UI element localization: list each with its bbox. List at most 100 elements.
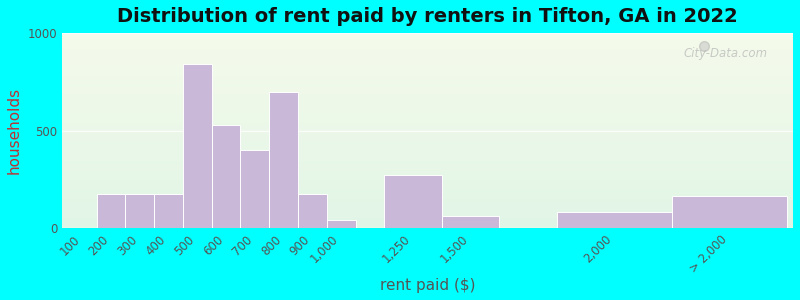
Bar (62, 225, 793, 226)
Bar (62, 61, 793, 62)
Bar (62, 41, 793, 42)
Bar (62, 70, 793, 71)
Bar (62, 139, 793, 140)
Bar (62, 118, 793, 119)
Bar (62, 39, 793, 40)
Bar (62, 146, 793, 147)
Bar (62, 35, 793, 36)
Text: City-Data.com: City-Data.com (683, 47, 767, 60)
Bar (62, 102, 793, 103)
Bar (62, 83, 793, 84)
Bar (62, 152, 793, 153)
Bar (62, 115, 793, 116)
Bar (62, 104, 793, 105)
Bar (62, 208, 793, 209)
Bar (62, 144, 793, 145)
Bar (62, 86, 793, 87)
Bar (62, 196, 793, 197)
Bar (62, 74, 793, 75)
Bar (62, 79, 793, 80)
Bar (62, 194, 793, 195)
Bar (62, 149, 793, 150)
Bar (62, 157, 793, 158)
Bar (62, 173, 793, 174)
Bar (62, 38, 793, 39)
Bar (62, 165, 793, 166)
Bar (62, 140, 793, 141)
Bar (62, 170, 793, 172)
Bar (62, 222, 793, 223)
Bar (62, 197, 793, 198)
Bar (62, 182, 793, 183)
Bar (672, 196, 787, 228)
Bar (62, 172, 793, 173)
Bar (62, 219, 793, 220)
Bar (62, 176, 793, 177)
Bar (62, 114, 793, 115)
Bar (62, 78, 793, 79)
Bar (62, 50, 793, 51)
Bar (62, 51, 793, 52)
Bar (62, 107, 793, 108)
Bar (62, 43, 793, 44)
Bar (62, 72, 793, 73)
Bar (62, 202, 793, 203)
Bar (62, 130, 793, 131)
Bar (62, 129, 793, 130)
Bar (62, 66, 793, 67)
Bar (62, 133, 793, 134)
Bar (62, 145, 793, 146)
Bar (62, 98, 793, 99)
Bar (62, 105, 793, 106)
Bar (62, 224, 793, 225)
Bar (62, 188, 793, 189)
Bar (62, 126, 793, 127)
Bar (62, 201, 793, 202)
Bar (62, 117, 793, 118)
Bar (62, 48, 793, 49)
Bar (62, 55, 793, 56)
Bar (62, 47, 793, 48)
Bar (62, 77, 793, 78)
Bar (62, 179, 793, 180)
Bar (62, 116, 793, 117)
Bar (62, 109, 793, 110)
Bar (62, 34, 793, 35)
Bar (62, 205, 793, 206)
Bar (62, 214, 793, 215)
Bar (62, 125, 793, 126)
Bar (62, 169, 793, 170)
Bar (62, 159, 793, 160)
Bar (62, 161, 793, 162)
Bar (62, 216, 793, 217)
Bar (62, 123, 793, 124)
Bar (62, 177, 793, 178)
Bar (62, 101, 793, 102)
Bar (62, 136, 793, 137)
Bar (62, 150, 793, 151)
Bar (62, 135, 793, 136)
Bar (97, 194, 126, 228)
Bar (62, 189, 793, 190)
Bar (62, 63, 793, 64)
Bar (62, 200, 793, 201)
Bar (62, 121, 793, 122)
Bar (62, 155, 793, 156)
Bar (62, 215, 793, 216)
Bar (154, 194, 183, 228)
Bar (62, 227, 793, 228)
Bar (62, 169, 793, 170)
Bar (270, 92, 298, 228)
Bar (62, 36, 793, 37)
Bar (298, 194, 326, 228)
Bar (62, 122, 793, 123)
Bar (126, 194, 154, 228)
Bar (62, 99, 793, 100)
Bar (62, 147, 793, 148)
Bar (62, 67, 793, 68)
Bar (326, 220, 355, 228)
Bar (62, 162, 793, 163)
Bar (62, 76, 793, 77)
Bar (62, 202, 793, 204)
Bar (62, 106, 793, 107)
